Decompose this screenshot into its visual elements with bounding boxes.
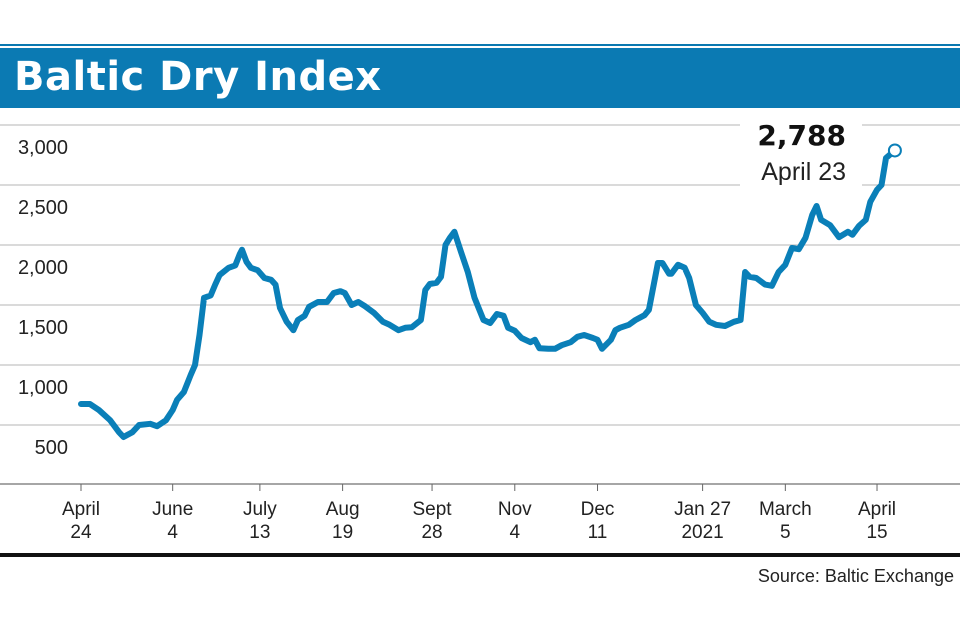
- header-bar: Baltic Dry Index: [0, 48, 960, 108]
- x-tick-label: 5: [780, 522, 791, 543]
- x-tick-label: April: [858, 499, 896, 520]
- latest-point-marker: [887, 143, 902, 158]
- annotation-value: 2,788: [757, 119, 846, 152]
- x-tick-label: July: [243, 499, 277, 520]
- y-tick-label: 500: [35, 437, 68, 459]
- source-note: Source: Baltic Exchange: [757, 566, 954, 586]
- y-tick-label: 1,000: [18, 377, 68, 399]
- x-tick-label: 28: [421, 522, 442, 543]
- x-tick-label: 19: [332, 522, 353, 543]
- y-tick-label: 1,500: [18, 317, 68, 339]
- top-rule: [0, 44, 960, 46]
- y-tick-label: 2,500: [18, 197, 68, 219]
- x-tick-label: 13: [249, 522, 270, 543]
- annotation-background: [740, 116, 862, 190]
- x-tick-label: Aug: [326, 499, 360, 520]
- x-tick-label: Dec: [581, 499, 615, 520]
- bottom-rule: [0, 553, 960, 557]
- x-tick-label: March: [759, 499, 812, 520]
- x-tick-label: 2021: [681, 522, 723, 543]
- annotation-date: April 23: [761, 158, 846, 186]
- x-tick-label: April: [62, 499, 100, 520]
- y-tick-label: 3,000: [18, 137, 68, 159]
- x-tick-label: June: [152, 499, 193, 520]
- x-tick-label: 11: [588, 522, 608, 543]
- x-tick-label: 24: [70, 522, 92, 543]
- x-tick-label: Nov: [498, 499, 532, 520]
- x-tick-label: 4: [509, 522, 520, 543]
- series-line: [78, 147, 898, 440]
- y-tick-label: 2,000: [18, 257, 68, 279]
- x-tick-label: 4: [167, 522, 178, 543]
- x-tick-label: Sept: [413, 499, 453, 520]
- chart-title: Baltic Dry Index: [14, 54, 382, 100]
- x-tick-label: Jan 27: [674, 499, 731, 520]
- x-tick-label: 15: [866, 522, 887, 543]
